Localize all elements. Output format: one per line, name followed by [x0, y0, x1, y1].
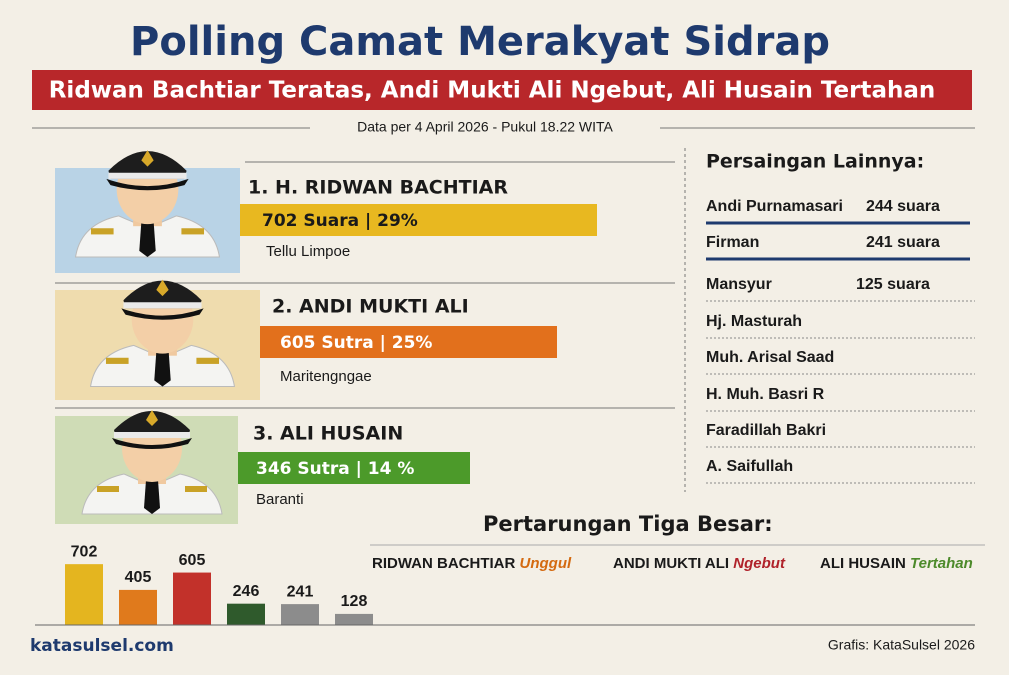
summary-status: Tertahan [910, 555, 973, 572]
bar [335, 613, 373, 625]
other-votes: 244 suara [866, 198, 940, 215]
bar [119, 589, 157, 625]
summary-item: ALI HUSAIN Tertahan [820, 555, 973, 572]
bar-value: 405 [125, 569, 152, 586]
candidate-name: 2. ANDI MUKTI ALI [272, 296, 469, 318]
candidate-name: 3. ALI HUSAIN [253, 423, 403, 445]
bar-value: 128 [341, 593, 368, 610]
title: Polling Camat Merakyat Sidrap [130, 19, 830, 65]
candidate-area: Baranti [256, 491, 304, 508]
summary-item: RIDWAN BACHTIAR Unggul [372, 555, 572, 572]
summary-title: Pertarungan Tiga Besar: [483, 512, 773, 536]
bar-value: 241 [287, 583, 314, 600]
mini-chart: 702 405 605 246 241 128 [65, 543, 373, 625]
others-list: Andi Purnamasari 244 suara Firman 241 suara… [706, 198, 975, 484]
summary-name: ALI HUSAIN [820, 555, 906, 572]
summary-status: Unggul [520, 555, 572, 572]
date: Data per 4 April 2026 - Pukul 18.22 WITA [357, 119, 613, 135]
bar-value: 246 [233, 583, 260, 600]
summary-name: ANDI MUKTI ALI [613, 555, 729, 572]
other-name: Faradillah Bakri [706, 422, 826, 439]
bar [281, 604, 319, 625]
credit: Grafis: KataSulsel 2026 [828, 637, 975, 653]
candidate-area: Maritengngae [280, 368, 372, 385]
site: katasulsel.com [30, 636, 174, 656]
others-title: Persaingan Lainnya: [706, 151, 924, 173]
other-votes: 125 suara [856, 276, 930, 293]
other-name: Hj. Masturah [706, 313, 802, 330]
other-name: H. Muh. Basri R [706, 386, 825, 403]
bar-value: 702 [71, 543, 98, 560]
candidate-bar [240, 204, 597, 236]
other-name: Mansyur [706, 276, 772, 293]
other-name: A. Saifullah [706, 458, 793, 475]
other-votes: 241 suara [866, 234, 940, 251]
subtitle: Ridwan Bachtiar Teratas, Andi Mukti Ali … [49, 78, 936, 104]
summary-name: RIDWAN BACHTIAR [372, 555, 515, 572]
candidate-name: 1. H. RIDWAN BACHTIAR [248, 177, 508, 199]
candidate-bar [260, 326, 557, 358]
candidate-votes: 702 Suara | 29% [262, 211, 418, 231]
bar [173, 572, 211, 625]
subtitle-banner [32, 70, 972, 110]
bar-value: 605 [179, 552, 206, 569]
other-name: Firman [706, 234, 759, 251]
bar [65, 564, 103, 625]
bar [227, 603, 265, 625]
candidate-votes: 346 Sutra | 14 % [256, 459, 414, 479]
summary-status: Ngebut [733, 555, 786, 572]
other-name: Muh. Arisal Saad [706, 349, 834, 366]
summary-item: ANDI MUKTI ALI Ngebut [613, 555, 786, 572]
other-name: Andi Purnamasari [706, 198, 843, 215]
candidate-votes: 605 Sutra | 25% [280, 333, 432, 353]
candidate-area: Tellu Limpoe [266, 243, 350, 260]
candidate-bar [238, 452, 470, 484]
